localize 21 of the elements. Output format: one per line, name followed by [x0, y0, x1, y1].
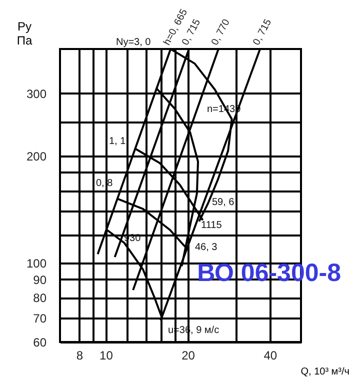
- annotation: 1, 1: [109, 136, 126, 147]
- y-tick-label: 300: [26, 86, 47, 101]
- annotation: 0, 8: [96, 178, 114, 189]
- y-tick-label: 90: [33, 272, 47, 287]
- x-axis-title: Q, 10³ м³/ч: [300, 366, 349, 378]
- y-tick-label: 70: [33, 312, 47, 326]
- x-tick-label: 40: [264, 348, 278, 362]
- annotation: 46, 3: [195, 242, 218, 253]
- annotation: 59, 6: [212, 197, 235, 208]
- x-tick-label: 10: [100, 348, 114, 362]
- text: 0, 715: [251, 17, 274, 48]
- x-tick-label: 8: [76, 348, 84, 362]
- y-tick-label: 100: [26, 256, 47, 271]
- text: Ny=3, 0: [116, 37, 152, 48]
- annotation: 1115: [201, 220, 222, 231]
- y-axis-title: Ру Па: [16, 20, 32, 48]
- y-tick-label: 200: [26, 150, 47, 164]
- y-tick-label: 60: [33, 336, 47, 350]
- x-tick-label: 20: [182, 348, 196, 362]
- y-tick-label: 80: [33, 291, 47, 306]
- text: 0, 770: [210, 17, 233, 48]
